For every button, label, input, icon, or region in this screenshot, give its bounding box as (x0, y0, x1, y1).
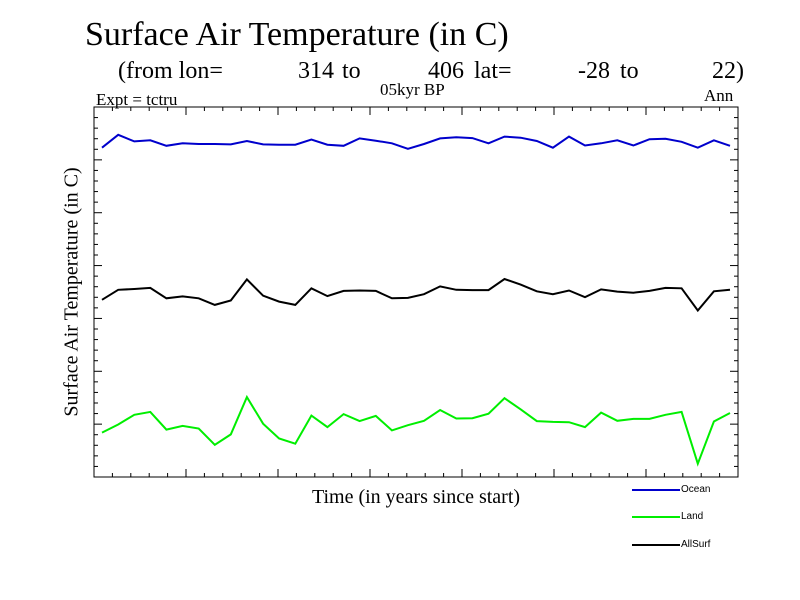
legend-label-land: Land (681, 511, 704, 522)
subtitle-to-2: to (620, 58, 639, 84)
series-line-ocean (101, 133, 731, 150)
series-line-land (101, 394, 731, 467)
period-label: 05kyr BP (380, 80, 445, 99)
subtitle-lon-start: 314 (298, 58, 334, 84)
subtitle-lon-end: 406 (428, 58, 464, 84)
subtitle-lat-label: lat= (474, 58, 512, 84)
subtitle-lat-start: -28 (578, 58, 610, 84)
subtitle-lat-end: 22) (712, 58, 744, 84)
series-lines (101, 133, 731, 467)
axis-ticks (93, 106, 739, 478)
chart-title: Surface Air Temperature (in C) (85, 16, 509, 53)
series-line-allsurf (101, 277, 731, 313)
season-label: Ann (704, 86, 734, 105)
x-axis-label: Time (in years since start) (311, 486, 521, 508)
legend-label-ocean: Ocean (681, 484, 711, 495)
subtitle-from-lon: (from lon= (118, 58, 223, 84)
legend-swatches (632, 489, 680, 546)
expt-label: Expt = tctru (96, 90, 178, 109)
legend-label-allsurf: AllSurf (681, 539, 711, 550)
subtitle-to-1: to (342, 58, 361, 84)
plot-frame (93, 106, 739, 478)
